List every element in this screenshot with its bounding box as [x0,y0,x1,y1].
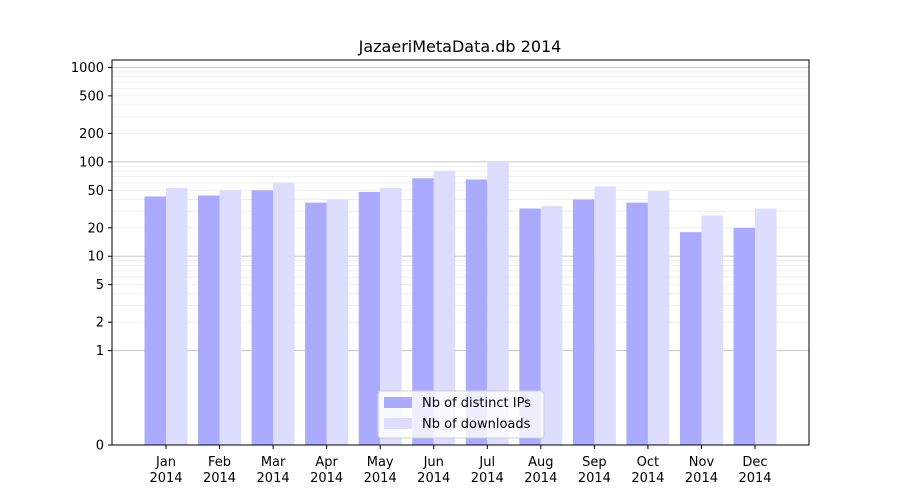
bar-distinct-ips [198,195,220,445]
bar-distinct-ips [412,178,434,445]
y-axis: 0 1 2 5 10 20 50 100 200 500 1000 [71,61,112,454]
x-tick-label-month: Sep [582,455,607,470]
bar-distinct-ips [519,208,541,445]
x-tick-label-year: 2014 [524,471,557,486]
chart-title: JazaeriMetaData.db 2014 [358,37,562,56]
x-tick-label-month: Jun [423,455,444,470]
y-tick-label: 1000 [71,61,104,76]
bar-downloads [433,171,456,446]
bar-distinct-ips [251,190,274,445]
y-tick-label: 1 [96,344,104,359]
x-tick-label-year: 2014 [203,471,236,486]
bar-distinct-ips [358,191,381,445]
bar-downloads [755,208,777,445]
x-tick-label-year: 2014 [364,471,397,486]
x-tick-label-month: May [367,455,394,470]
legend-label: Nb of distinct IPs [422,396,531,411]
x-tick-label-year: 2014 [578,471,611,486]
x-tick-label-year: 2014 [738,471,771,486]
bars [144,161,777,446]
y-tick-label: 100 [79,155,104,170]
y-tick-label: 5 [96,278,104,293]
bar-distinct-ips [465,179,488,445]
x-tick-label-month: Dec [742,455,767,470]
x-tick-label-month: Jul [478,455,495,470]
plot-frame [111,59,810,446]
x-tick-label-year: 2014 [149,471,182,486]
bar-downloads [540,206,563,445]
x-tick-label-month: Nov [689,455,715,470]
bar-downloads [273,182,295,445]
bar-distinct-ips [572,199,595,445]
bar-downloads [647,191,670,445]
bar-downloads [594,186,616,445]
x-tick-label-month: Apr [315,455,338,470]
bar-downloads [380,187,402,446]
bar-downloads [487,161,509,445]
y-tick-label: 500 [79,89,104,104]
bar-distinct-ips [305,202,327,445]
x-tick-label-year: 2014 [685,471,718,486]
x-tick-label-year: 2014 [471,471,504,486]
x-tick-label-month: Aug [528,455,553,470]
legend: Nb of distinct IPs Nb of downloads [377,390,545,439]
bar-distinct-ips [733,227,755,445]
y-tick-label: 0 [96,439,104,454]
bar-distinct-ips [144,196,166,445]
y-tick-label: 2 [96,316,104,331]
legend-box [377,390,545,439]
x-tick-label-month: Jan [155,455,176,470]
x-tick-label-year: 2014 [310,471,343,486]
x-tick-label-month: Mar [261,455,286,470]
y-tick-label: 50 [87,184,104,199]
bar-downloads [166,187,188,446]
legend-label: Nb of downloads [422,417,531,432]
y-tick-label: 200 [79,127,104,142]
bar-downloads [701,215,723,445]
x-axis: Jan2014Feb2014Mar2014Apr2014May2014Jun20… [149,445,772,486]
x-tick-label-year: 2014 [417,471,450,486]
x-tick-label-month: Feb [208,455,231,470]
legend-swatch [384,397,412,408]
x-tick-label-year: 2014 [257,471,290,486]
bar-downloads [219,190,242,445]
bar-distinct-ips [626,202,648,445]
legend-swatch [384,418,412,429]
x-tick-label-year: 2014 [631,471,664,486]
bar-downloads [326,199,349,445]
y-tick-label: 10 [87,250,104,265]
x-tick-label-month: Oct [637,455,659,470]
bar-distinct-ips [679,232,702,445]
y-tick-label: 20 [87,221,104,236]
